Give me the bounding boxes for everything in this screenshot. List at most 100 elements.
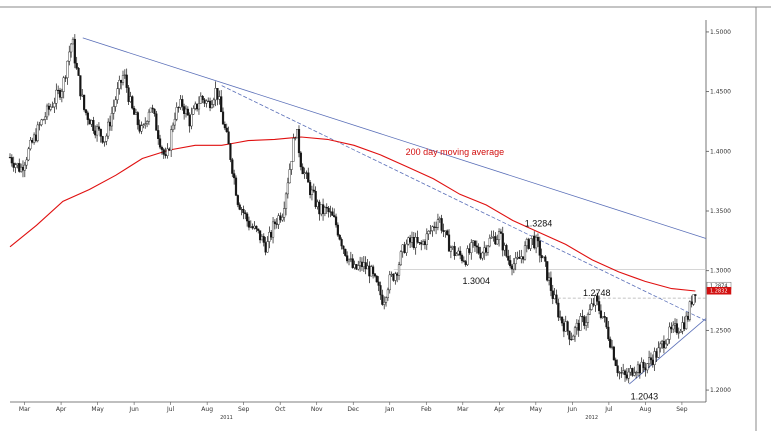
price-bar-body: [642, 361, 645, 368]
price-bar-body: [101, 136, 104, 143]
price-bar-body: [336, 224, 339, 236]
price-bar-body: [309, 182, 312, 196]
price-bar-body: [27, 148, 30, 161]
price-bar-body: [497, 231, 501, 240]
price-bar-body: [318, 201, 321, 215]
x-tick-label: Mar: [19, 406, 31, 413]
price-bar-body: [123, 74, 126, 76]
price-bar-body: [588, 309, 591, 315]
price-bar-body: [535, 237, 538, 249]
price-bar-body: [258, 230, 262, 241]
price-bar-body: [34, 134, 38, 141]
price-bar-body: [216, 88, 219, 100]
price-bar-body: [262, 236, 265, 243]
price-bar-body: [486, 245, 490, 253]
price-bar-body: [210, 104, 214, 109]
price-bar-body: [71, 38, 75, 45]
price-bar-body: [240, 209, 243, 211]
price-bar-body: [296, 129, 299, 139]
price-bar-body: [373, 273, 377, 277]
price-bar-body: [660, 340, 664, 345]
price-bar-body: [177, 107, 180, 109]
price-bar-body: [557, 302, 560, 318]
price-bar-body: [560, 316, 564, 324]
price-bar-body: [371, 266, 375, 274]
last-value-tag-2: [706, 286, 732, 295]
price-bar-body: [195, 103, 199, 110]
price-bar-body: [685, 315, 688, 330]
price-bar-body: [466, 248, 469, 265]
price-bar-body: [199, 95, 202, 104]
price-bar-body: [566, 321, 569, 332]
price-bar-body: [325, 207, 328, 209]
price-bar-body: [155, 113, 158, 131]
price-bar-body: [420, 242, 423, 245]
price-bar-body: [577, 322, 580, 331]
x-tick-label: Aug: [201, 406, 213, 413]
price-bar-body: [18, 163, 21, 172]
price-bar-body: [603, 316, 606, 318]
price-bar-body: [188, 114, 191, 127]
price-bar-body: [144, 123, 147, 125]
price-bar-body: [620, 372, 623, 374]
price-bar-body: [568, 330, 571, 340]
price-bar-body: [484, 247, 488, 253]
price-bar-body: [525, 239, 528, 247]
price-bar-body: [136, 112, 139, 126]
price-bar-body: [25, 159, 28, 166]
price-bar-body: [475, 245, 478, 248]
price-bar-body: [284, 193, 288, 209]
price-bar-body: [597, 301, 601, 311]
price-bar-body: [492, 236, 495, 238]
label-13284: 1.3284: [525, 219, 553, 229]
x-tick-label: May: [530, 406, 543, 413]
price-bar-body: [257, 228, 260, 231]
price-bar-body: [572, 335, 575, 340]
price-bar-body: [58, 89, 62, 98]
price-bar-body: [407, 237, 410, 245]
price-bar-body: [381, 294, 384, 305]
price-bar-body: [501, 233, 504, 251]
price-bar-body: [110, 113, 113, 127]
price-bar-body: [457, 250, 460, 255]
price-bar-body: [353, 264, 356, 268]
price-bar-body: [351, 258, 354, 268]
price-bar-body: [618, 372, 621, 374]
price-bar-body: [186, 108, 189, 116]
last-value-label-1: 1.2874: [710, 284, 728, 290]
label-13004: 1.3004: [463, 276, 491, 286]
price-bar-body: [95, 126, 99, 136]
price-bar-body: [653, 351, 656, 365]
price-bar-body: [286, 182, 289, 195]
price-bar-body: [472, 240, 475, 243]
price-bar-body: [681, 322, 684, 332]
price-bar-body: [179, 99, 182, 108]
price-bar-body: [447, 234, 451, 252]
price-bar-body: [249, 226, 252, 228]
price-bar-body: [268, 231, 271, 242]
price-bar-body: [636, 364, 640, 373]
price-bar-body: [310, 189, 314, 196]
price-bar-body: [581, 316, 584, 318]
price-bar-body: [694, 294, 697, 296]
price-bar-body: [88, 119, 91, 125]
price-bar-body: [271, 221, 275, 238]
price-bar-body: [692, 294, 695, 305]
y-tick-label: 1.2000: [710, 387, 731, 394]
price-bar-body: [522, 256, 525, 260]
price-bar-body: [140, 125, 143, 132]
price-bar-body: [23, 164, 26, 171]
price-bar-body: [251, 226, 254, 229]
price-bar-body: [301, 166, 304, 175]
price-bar-body: [536, 237, 540, 242]
price-bar-body: [533, 235, 536, 249]
price-bar-body: [549, 277, 553, 291]
price-bar-body: [120, 80, 123, 83]
price-bar-body: [359, 261, 362, 266]
price-bar-body: [294, 137, 297, 139]
price-bar-body: [648, 357, 651, 364]
price-bar-body: [509, 260, 512, 267]
price-bar-body: [592, 303, 595, 306]
moving-average-line: [9, 136, 696, 292]
